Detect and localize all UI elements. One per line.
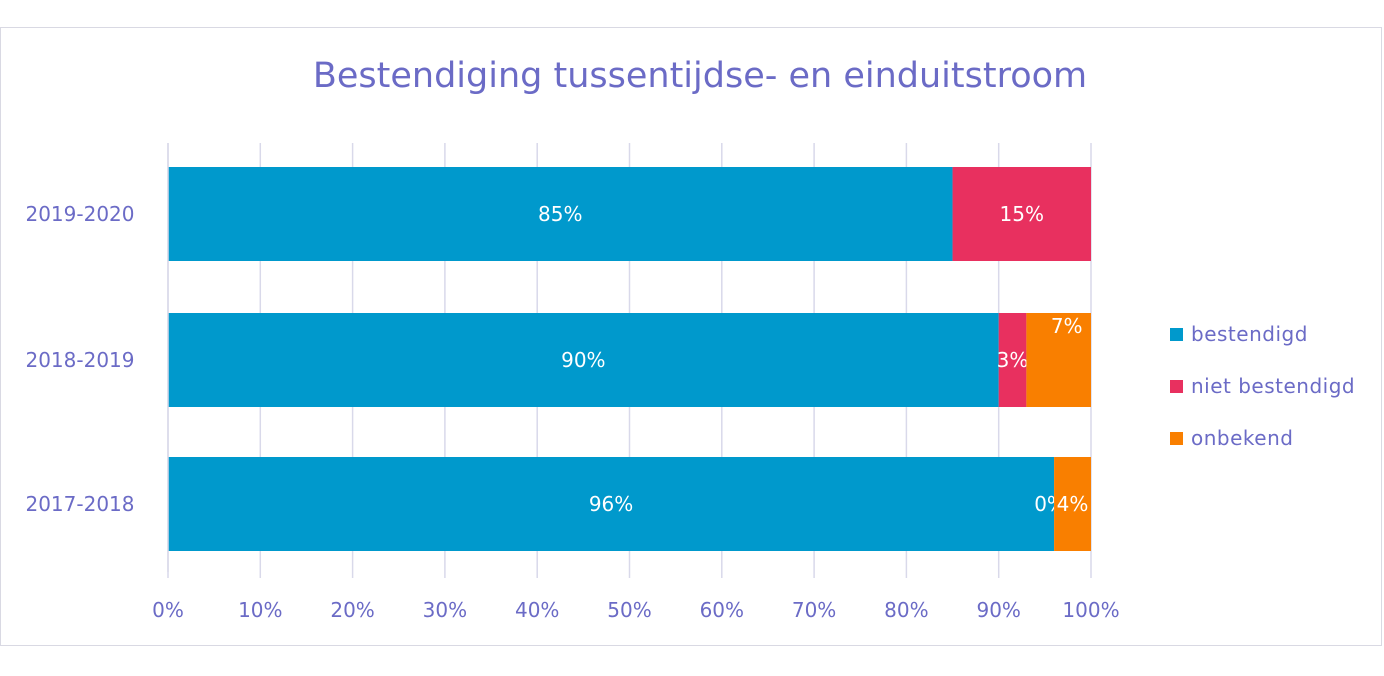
y-category-label: 2018-2019: [25, 348, 134, 372]
y-category-label: 2017-2018: [25, 492, 134, 516]
data-label: 96%: [589, 492, 633, 516]
data-label: 4%: [1057, 492, 1089, 516]
x-tick-label: 60%: [700, 598, 744, 622]
x-tick-label: 100%: [1062, 598, 1119, 622]
bar-segment: [1054, 457, 1091, 551]
legend-item-bestendigd: bestendigd: [1170, 308, 1355, 360]
y-category-label: 2019-2020: [25, 202, 134, 226]
x-tick-label: 70%: [792, 598, 836, 622]
x-tick-label: 0%: [152, 598, 184, 622]
x-tick-label: 50%: [607, 598, 651, 622]
legend-swatch-onbekend: [1170, 431, 1183, 445]
legend-label-bestendigd: bestendigd: [1191, 322, 1308, 346]
data-label: 85%: [538, 202, 582, 226]
legend-swatch-niet-bestendigd: [1170, 379, 1183, 393]
data-label: 7%: [1051, 314, 1083, 338]
x-tick-label: 20%: [330, 598, 374, 622]
bar-segment: [168, 167, 953, 261]
legend-label-onbekend: onbekend: [1191, 426, 1294, 450]
x-tick-label: 10%: [238, 598, 282, 622]
chart-title: Bestendiging tussentijdse- en einduitstr…: [312, 56, 1088, 96]
legend: bestendigd niet bestendigd onbekend: [1170, 308, 1355, 464]
x-tick-label: 80%: [884, 598, 928, 622]
data-label: 3%: [997, 348, 1029, 372]
legend-label-niet-bestendigd: niet bestendigd: [1191, 374, 1356, 398]
legend-item-onbekend: onbekend: [1170, 412, 1355, 464]
data-label: 90%: [561, 348, 605, 372]
legend-swatch-bestendigd: [1170, 327, 1183, 341]
legend-item-niet-bestendigd: niet bestendigd: [1170, 360, 1355, 412]
bar-segment: [168, 313, 999, 407]
data-label: 15%: [1000, 202, 1044, 226]
x-tick-label: 90%: [976, 598, 1020, 622]
bar-segment: [998, 313, 1027, 407]
x-tick-label: 40%: [515, 598, 559, 622]
bar-segment: [1026, 313, 1091, 407]
bar-segment: [168, 457, 1055, 551]
bar-segment: [952, 167, 1091, 261]
x-tick-label: 30%: [423, 598, 467, 622]
